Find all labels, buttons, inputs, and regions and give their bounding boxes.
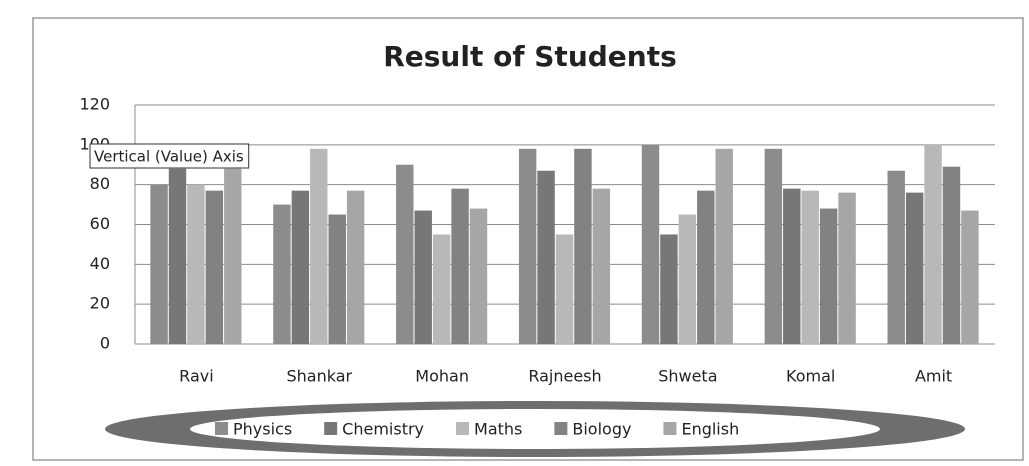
bar bbox=[310, 148, 328, 344]
y-tick-label: 0 bbox=[100, 334, 110, 353]
legend-swatch bbox=[324, 422, 338, 435]
x-tick-label: Rajneesh bbox=[528, 367, 601, 386]
bar bbox=[678, 214, 697, 344]
tooltip-box bbox=[89, 143, 250, 169]
x-tick-label: Amit bbox=[915, 367, 952, 386]
bar bbox=[291, 190, 310, 344]
legend-swatch bbox=[215, 422, 228, 435]
bar bbox=[273, 204, 291, 344]
legend-label: Maths bbox=[474, 420, 522, 439]
x-tick-label: Komal bbox=[786, 367, 835, 386]
bar bbox=[518, 148, 537, 344]
tooltip-text: Vertical (Value) Axis bbox=[94, 148, 244, 166]
bar bbox=[905, 192, 924, 344]
y-tick-label: 40 bbox=[90, 254, 110, 273]
bar bbox=[924, 144, 942, 344]
x-tick-label: Shweta bbox=[658, 367, 717, 386]
bar bbox=[764, 148, 783, 344]
x-tick-label: Mohan bbox=[415, 367, 469, 386]
bar bbox=[660, 234, 678, 344]
bar bbox=[838, 192, 856, 344]
bar bbox=[187, 184, 205, 344]
legend-box bbox=[190, 409, 880, 449]
chart-title: Result of Students bbox=[383, 40, 677, 73]
bar bbox=[537, 170, 555, 344]
bar bbox=[150, 184, 168, 344]
bar bbox=[469, 208, 488, 344]
legend-swatch bbox=[554, 422, 568, 435]
bar bbox=[346, 190, 365, 344]
y-tick-label: 20 bbox=[90, 294, 110, 313]
bar bbox=[205, 190, 224, 344]
y-tick-label: 80 bbox=[90, 174, 110, 193]
bar bbox=[432, 234, 451, 344]
bar bbox=[641, 144, 660, 344]
bar bbox=[819, 208, 838, 344]
bar bbox=[555, 234, 574, 344]
x-tick-label: Ravi bbox=[179, 367, 213, 386]
bar bbox=[224, 168, 242, 344]
y-tick-label: 120 bbox=[79, 95, 110, 114]
bar bbox=[451, 188, 469, 344]
bar bbox=[574, 148, 592, 344]
x-tick-label: Shankar bbox=[286, 367, 352, 386]
legend-label: English bbox=[681, 420, 739, 439]
bar bbox=[396, 164, 414, 344]
y-tick-label: 60 bbox=[90, 214, 110, 233]
legend-label: Chemistry bbox=[342, 420, 424, 439]
bar bbox=[414, 210, 432, 344]
bar bbox=[801, 190, 819, 344]
bar bbox=[592, 188, 611, 344]
legend-label: Biology bbox=[572, 420, 631, 439]
legend-swatch bbox=[456, 422, 470, 435]
bar bbox=[715, 148, 733, 344]
legend-label: Physics bbox=[233, 420, 292, 439]
bar bbox=[328, 214, 346, 344]
bar bbox=[168, 168, 187, 344]
bar bbox=[942, 166, 961, 344]
bar bbox=[887, 170, 905, 344]
bar bbox=[961, 210, 979, 344]
bar bbox=[783, 188, 801, 344]
legend-swatch bbox=[663, 422, 677, 435]
bar bbox=[697, 190, 715, 344]
